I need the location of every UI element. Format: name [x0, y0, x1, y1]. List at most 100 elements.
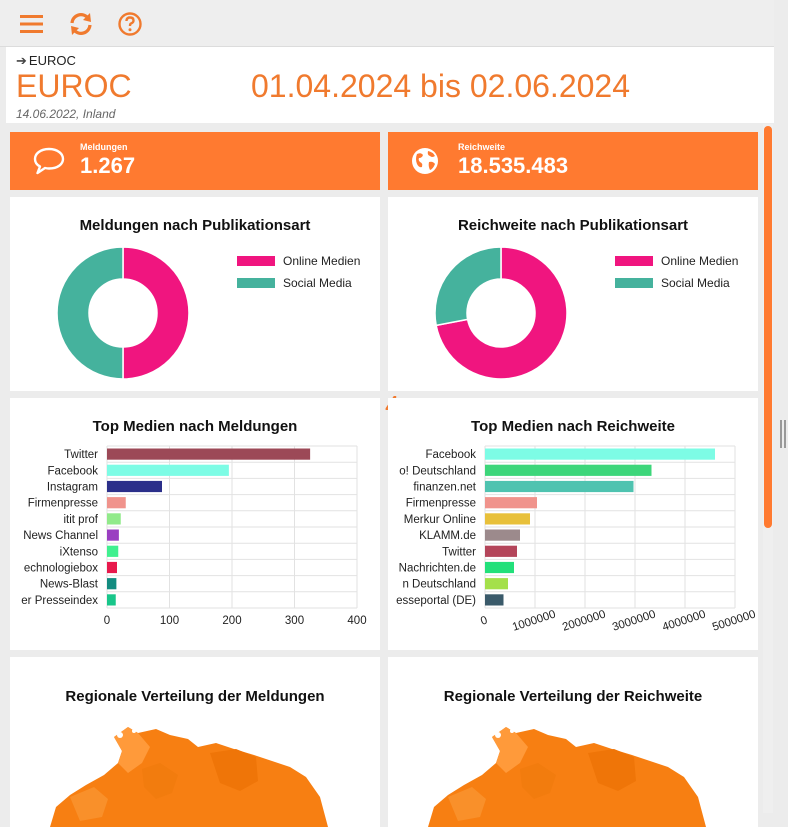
kpi-value: 1.267: [80, 153, 136, 178]
legend-label: Social Media: [661, 276, 730, 290]
donut-slice-online-medien[interactable]: [122, 246, 190, 380]
card-top-medien-meldungen: Top Medien nach Meldungen Twitter Faceboo…: [10, 398, 380, 650]
bar[interactable]: [107, 529, 119, 541]
tick-label: 1000000: [511, 609, 557, 634]
germany-map: [50, 727, 328, 827]
bar[interactable]: [485, 464, 652, 476]
category-label: er Presseindex: [21, 595, 98, 607]
chart-title: Top Medien nach Meldungen: [92, 418, 298, 435]
map-region[interactable]: [520, 763, 556, 799]
kpi-value: 18.535.483: [458, 153, 569, 178]
card-reichweite-publikationsart: Reichweite nach Publikationsart Online M…: [388, 197, 758, 391]
donut-slice-online-medien[interactable]: [435, 246, 568, 380]
bar[interactable]: [485, 545, 517, 557]
chart-title: Reichweite nach Publikationsart: [457, 217, 689, 234]
tick-label: 300: [285, 615, 304, 627]
bar[interactable]: [485, 448, 715, 460]
map-region[interactable]: [588, 749, 636, 791]
bar[interactable]: [107, 545, 119, 557]
tick-label: 200: [222, 615, 241, 627]
tick-label: 0: [104, 615, 110, 627]
map-region[interactable]: [114, 727, 150, 773]
breadcrumb[interactable]: ➔ EUROC: [16, 53, 76, 69]
bar-chart: Twitter Facebook Instagram Firmenpresse itit…: [21, 445, 367, 627]
kpi-reichweite: Reichweite 18.535.483: [388, 132, 758, 190]
map-title: Regionale Verteilung der Reichweite: [443, 688, 703, 705]
category-label: Facebook: [47, 465, 98, 477]
bar[interactable]: [485, 561, 514, 574]
map-region[interactable]: [142, 763, 178, 799]
kpi-meldungen: Meldungen 1.267: [10, 132, 380, 190]
category-label: o! Deutschland: [399, 465, 476, 477]
map-region[interactable]: [50, 727, 328, 827]
help-icon[interactable]: [117, 11, 143, 37]
resize-handle[interactable]: [780, 420, 786, 448]
donut-slice-social-media[interactable]: [56, 246, 124, 380]
chart-title: Top Medien nach Reichweite: [471, 418, 675, 435]
donut-chart: [56, 246, 190, 380]
bar[interactable]: [485, 480, 634, 493]
tick-label: 2000000: [561, 609, 607, 634]
breadcrumb-label: EUROC: [28, 53, 76, 68]
legend-label: Social Media: [283, 276, 352, 290]
legend-label: Online Medien: [283, 254, 361, 268]
category-label: itit prof: [63, 514, 98, 526]
category-label: Nachrichten.de: [399, 563, 476, 575]
refresh-icon[interactable]: [68, 11, 94, 37]
report-meta: 14.06.2022, Inland: [16, 107, 116, 121]
toolbar: [0, 0, 774, 47]
bar[interactable]: [485, 594, 504, 606]
category-label: Twitter: [442, 546, 476, 558]
legend-swatch: [615, 278, 653, 288]
bar[interactable]: [107, 578, 117, 590]
map-region[interactable]: [492, 727, 528, 773]
legend-item-social[interactable]: Social Media: [615, 272, 738, 294]
map-region[interactable]: [428, 727, 706, 827]
bar[interactable]: [107, 448, 311, 460]
bar[interactable]: [107, 480, 162, 493]
donut-chart: [434, 246, 568, 380]
category-label: Facebook: [425, 449, 476, 461]
bar[interactable]: [485, 578, 508, 590]
card-meldungen-publikationsart: Meldungen nach Publikationsart Online Me…: [10, 197, 380, 391]
bar[interactable]: [485, 529, 520, 541]
tick-label: 100: [160, 615, 179, 627]
bar[interactable]: [107, 464, 229, 476]
report-header: ➔ EUROC EUROC 01.04.2024 bis 02.06.2024 1…: [6, 47, 774, 123]
map-title: Regionale Verteilung der Meldungen: [65, 688, 325, 705]
legend-swatch: [237, 256, 275, 266]
legend-item-social[interactable]: Social Media: [237, 272, 360, 294]
arrow-right-icon: ➔: [16, 53, 27, 68]
chart-legend: Online Medien Social Media: [237, 250, 360, 294]
scrollbar-thumb[interactable]: [764, 126, 772, 528]
bar[interactable]: [107, 561, 117, 574]
category-label: echnologiebox: [24, 563, 98, 575]
legend-item-online[interactable]: Online Medien: [615, 250, 738, 272]
bar[interactable]: [485, 513, 530, 525]
legend-item-online[interactable]: Online Medien: [237, 250, 360, 272]
category-label: n Deutschland: [402, 579, 476, 591]
hamburger-menu-icon[interactable]: [19, 11, 45, 37]
tick-label: 5000000: [711, 609, 757, 634]
map-region[interactable]: [210, 749, 258, 791]
category-label: esseportal (DE): [396, 595, 476, 607]
donut-slice-social-media[interactable]: [434, 246, 502, 327]
category-label: Firmenpresse: [28, 498, 98, 510]
category-label: Merkur Online: [404, 514, 476, 526]
legend-swatch: [237, 278, 275, 288]
kpi-label: Meldungen: [80, 142, 128, 152]
bar-chart: Facebook o! Deutschland finanzen.net Firmen…: [396, 445, 757, 634]
category-label: Instagram: [47, 482, 98, 494]
category-label: Firmenpresse: [406, 498, 476, 510]
category-label: News-Blast: [40, 579, 99, 591]
card-top-medien-reichweite: Top Medien nach Reichweite Facebook o! De…: [388, 398, 758, 650]
chart-legend: Online Medien Social Media: [615, 250, 738, 294]
bar[interactable]: [107, 594, 116, 606]
bar[interactable]: [485, 497, 537, 509]
category-label: KLAMM.de: [419, 530, 476, 542]
scrollbar[interactable]: [763, 124, 773, 813]
category-label: News Channel: [23, 530, 98, 542]
bar[interactable]: [107, 513, 121, 525]
tick-label: 3000000: [611, 609, 657, 634]
bar[interactable]: [107, 497, 126, 509]
